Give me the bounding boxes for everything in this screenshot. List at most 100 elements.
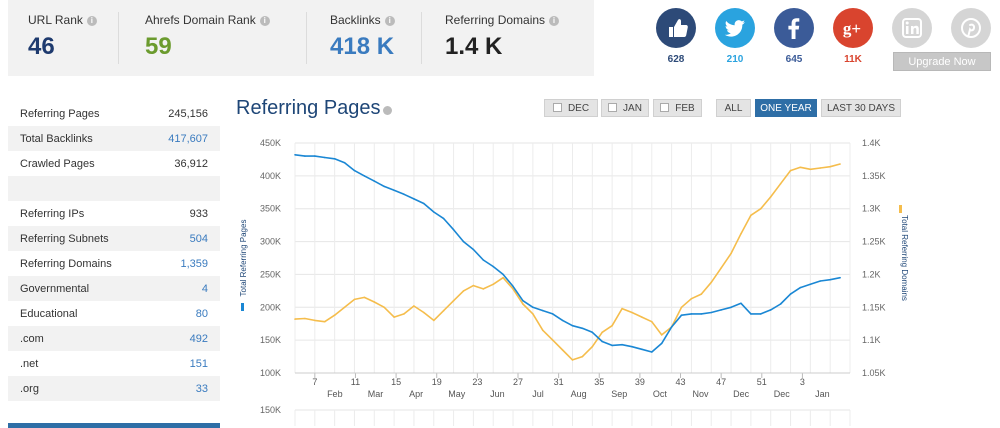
referring-domains-point	[601, 331, 603, 334]
social-linkedin[interactable]	[887, 8, 937, 48]
referring-domains-point	[631, 311, 633, 314]
y-tick-label: 150K	[260, 335, 281, 345]
stat-label: Referring IPs	[20, 207, 85, 220]
referring-domains-point	[660, 334, 663, 336]
social-circle-3[interactable]: g+	[833, 8, 873, 48]
social-circle-2[interactable]	[774, 8, 814, 48]
x-month-label: Apr	[409, 389, 423, 399]
info-icon[interactable]: i	[549, 16, 560, 26]
stat-label: Total Backlinks	[20, 132, 93, 145]
referring-domains-point	[333, 314, 336, 316]
referring-pages-point	[363, 175, 366, 177]
referring-pages-point	[660, 342, 663, 345]
checkbox-icon[interactable]	[660, 103, 670, 112]
referring-domains-point	[522, 303, 524, 305]
referring-pages-point	[551, 313, 554, 315]
referring-pages-point	[581, 327, 584, 330]
social-twitter[interactable]: 210	[710, 8, 760, 65]
x-month-label: Feb	[327, 389, 343, 399]
y2-axis-title: Total Referring Domains	[900, 215, 909, 301]
social-circle-1[interactable]	[715, 8, 755, 48]
referring-pages-point	[839, 276, 841, 279]
stat-row-org[interactable]: .org 33	[8, 376, 220, 401]
upgrade-now-button[interactable]: Upgrade Now	[893, 52, 991, 71]
twitter-icon	[724, 20, 745, 37]
filter-label: FEB	[675, 103, 695, 114]
referring-pages-point	[403, 193, 405, 196]
stat-value-link[interactable]: 1,359	[180, 257, 208, 270]
chart-navigator[interactable]: 150K	[260, 405, 851, 426]
referring-pages-chart[interactable]: 450K 400K 350K 300K 250K 200K 150K 100K 1.4K 1.35…	[232, 130, 922, 426]
stat-row-governmental[interactable]: Governmental 4	[8, 276, 220, 301]
divider	[306, 12, 307, 64]
stat-row-crawled-pages[interactable]: Crawled Pages 36,912	[8, 151, 220, 176]
stat-row-referring-domains[interactable]: Referring Domains 1,359	[8, 251, 220, 276]
social-count: 645	[785, 54, 803, 65]
x-month-label: Oct	[653, 389, 668, 399]
range-all-button[interactable]: ALL	[716, 99, 751, 117]
social-circle-5[interactable]	[951, 8, 991, 48]
referring-domains-point	[611, 324, 613, 327]
filter-dec-checkbox[interactable]: DEC	[544, 99, 598, 117]
chart-series[interactable]	[294, 154, 841, 361]
stat-value-link[interactable]: 492	[189, 332, 208, 345]
referring-domains-point	[740, 232, 742, 235]
referring-domains-point	[561, 349, 564, 351]
range-one-year-button[interactable]: ONE YEAR	[755, 99, 817, 117]
referring-pages-point	[769, 309, 772, 311]
referring-domains-point	[769, 196, 772, 198]
social-facebook-like[interactable]: 628	[651, 8, 701, 65]
referring-pages-point	[462, 240, 465, 243]
stat-row-net[interactable]: .net 151	[8, 351, 220, 376]
filter-jan-checkbox[interactable]: JAN	[601, 99, 649, 117]
stat-row-referring-pages[interactable]: Referring Pages 245,156	[8, 101, 220, 126]
referring-domains-point	[442, 309, 445, 312]
stat-value-link[interactable]: 151	[189, 357, 208, 370]
chart-axes: 450K 400K 350K 300K 250K 200K 150K 100K 1.4K 1.35…	[239, 138, 909, 399]
range-last-30-days-button[interactable]: LAST 30 DAYS	[821, 99, 901, 117]
info-icon[interactable]: i	[86, 16, 97, 26]
social-pinterest[interactable]	[946, 8, 996, 48]
referring-domains-point	[710, 281, 713, 284]
x-month-label: Mar	[368, 389, 384, 399]
metric-value: 1.4 K	[445, 33, 503, 60]
stats-table: Referring Pages 245,156 Total Backlinks …	[8, 101, 220, 401]
social-facebook[interactable]: 645	[769, 8, 819, 65]
referring-pages-point	[670, 326, 673, 328]
stat-label: .org	[20, 382, 39, 395]
filter-feb-checkbox[interactable]: FEB	[653, 99, 702, 117]
referring-domains-point	[462, 290, 465, 292]
stat-value-link[interactable]: 504	[189, 232, 208, 245]
referring-pages-point	[591, 331, 594, 334]
referring-pages-point	[333, 158, 336, 160]
y2-tick-label: 1.1K	[862, 335, 881, 345]
y-tick-label: 400K	[260, 171, 281, 181]
referring-pages-point	[314, 155, 316, 157]
social-circle-0[interactable]	[656, 8, 696, 48]
referring-domains-point	[829, 165, 831, 168]
checkbox-icon[interactable]	[552, 103, 562, 112]
stat-value-link[interactable]: 33	[195, 382, 208, 395]
referring-pages-point	[641, 348, 643, 351]
stat-row-total-backlinks[interactable]: Total Backlinks 417,607	[8, 126, 220, 151]
stat-value-link[interactable]: 4	[201, 282, 208, 295]
social-circle-4[interactable]	[892, 8, 932, 48]
referring-domains-point	[809, 168, 812, 171]
info-icon[interactable]	[382, 106, 392, 115]
series-referring-domains-line[interactable]	[294, 163, 841, 361]
checkbox-icon[interactable]	[608, 103, 618, 112]
stat-value-link[interactable]: 417,607	[168, 132, 208, 145]
x-tick-label: 47	[716, 377, 726, 387]
social-google-plus[interactable]: g+ 11K	[828, 8, 878, 65]
referring-domains-point	[353, 298, 356, 301]
info-icon[interactable]: i	[384, 16, 395, 26]
stat-row-referring-subnets[interactable]: Referring Subnets 504	[8, 226, 220, 251]
referring-domains-point	[423, 311, 425, 314]
series-referring-pages-line[interactable]	[294, 154, 841, 353]
stat-row-educational[interactable]: Educational 80	[8, 301, 220, 326]
stat-row-referring-ips[interactable]: Referring IPs 933	[8, 201, 220, 226]
info-icon[interactable]: i	[259, 16, 270, 26]
stat-value-link[interactable]: 80	[195, 307, 208, 320]
stat-row-com[interactable]: .com 492	[8, 326, 220, 351]
stat-value: 36,912	[174, 157, 208, 170]
